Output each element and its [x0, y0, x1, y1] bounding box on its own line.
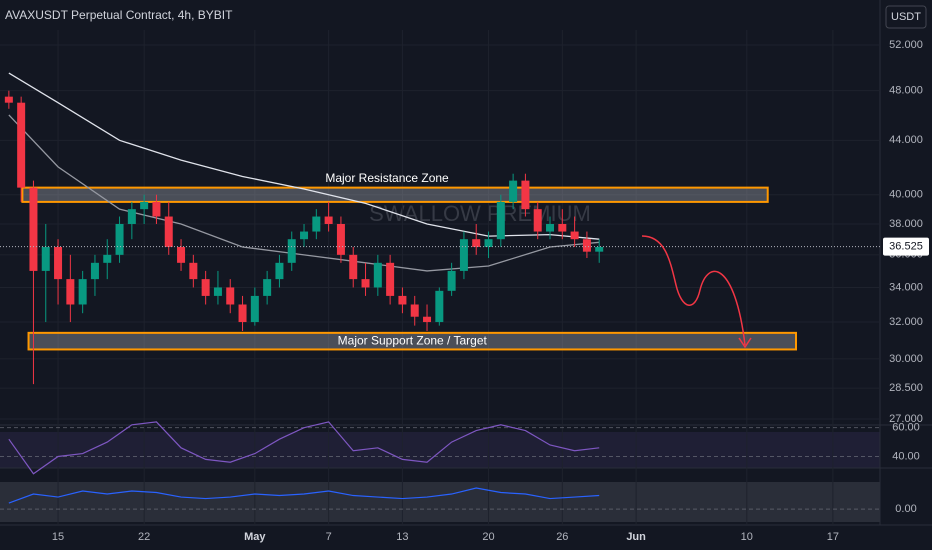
candle-body [533, 209, 542, 232]
candle-body [496, 201, 505, 240]
candle-body [287, 239, 296, 263]
candle-body [349, 254, 358, 280]
x-tick-label: 22 [138, 531, 150, 543]
candle-body [250, 295, 259, 323]
candle-body [435, 290, 444, 323]
candle-body [90, 262, 99, 280]
y-tick-label: 44.000 [889, 134, 923, 146]
chart-title: AVAXUSDT Perpetual Contract, 4h, BYBIT [5, 8, 233, 22]
candle-body [361, 279, 370, 288]
candle-body [29, 187, 38, 271]
candle-body [189, 262, 198, 280]
x-tick-label: 7 [326, 531, 332, 543]
candle-body [398, 295, 407, 305]
x-tick-label: 13 [396, 531, 408, 543]
candle-body [570, 231, 579, 240]
currency-button[interactable] [885, 5, 927, 29]
x-tick-label: 26 [556, 531, 568, 543]
candle-body [213, 287, 222, 296]
y-tick-label: 27.000 [889, 413, 923, 425]
candle-body [459, 239, 468, 271]
moving-average [8, 72, 600, 240]
candle-body [103, 254, 112, 263]
candle-body [41, 246, 50, 271]
osc-band [0, 482, 880, 522]
x-tick-label: 15 [52, 531, 64, 543]
candle-body [54, 246, 63, 280]
candle-body [164, 216, 173, 247]
y-tick-label: 52.000 [889, 39, 923, 51]
candle-body [558, 223, 567, 232]
candle-body [66, 279, 75, 305]
candle-body [509, 180, 518, 202]
candle-body [386, 262, 395, 296]
y-tick-label: 34.000 [889, 281, 923, 293]
projection [641, 235, 746, 346]
candle-body [140, 201, 149, 210]
candle-body [226, 287, 235, 305]
candle-body [324, 216, 333, 224]
x-tick-label: May [244, 531, 266, 543]
candle-body [127, 209, 136, 224]
candle-body [312, 216, 321, 232]
watermark: SWALLOW PREMIUM [369, 201, 591, 226]
candle-body [4, 96, 13, 103]
indicator-line [8, 487, 600, 504]
currency-label[interactable]: USDT [891, 11, 921, 23]
y-tick-label: 28.500 [889, 382, 923, 394]
candle-body [472, 239, 481, 247]
x-tick-label: 17 [827, 531, 839, 543]
indicator-line [8, 421, 600, 475]
plot: Major Resistance Zone Major Support Zone … [0, 30, 880, 525]
rsi-band [0, 432, 880, 468]
candle-body [595, 246, 604, 252]
moving-average [8, 114, 600, 272]
projection-arrow [738, 337, 752, 349]
candle-body [447, 270, 456, 291]
y-tick-label: 38.000 [889, 218, 923, 230]
zone [27, 331, 797, 351]
indicator-tick-label: 0.00 [895, 503, 916, 515]
candle-body [521, 180, 530, 210]
last-price-label: 36.525 [889, 240, 923, 252]
candle-body [275, 262, 284, 280]
y-tick-label: 30.000 [889, 353, 923, 365]
candle-body [152, 201, 161, 217]
candle-body [300, 231, 309, 240]
candle-body [201, 279, 210, 296]
x-tick-label: 20 [482, 531, 494, 543]
zone [21, 186, 769, 203]
candle-body [336, 223, 345, 255]
zone-label: Major Resistance Zone [325, 171, 449, 185]
candle-body [373, 262, 382, 288]
candle-body [546, 223, 555, 232]
zone-label: Major Support Zone / Target [338, 333, 488, 347]
indicator-tick-label: 40.00 [892, 450, 920, 462]
candle-body [423, 316, 432, 323]
candle-body [582, 239, 591, 252]
x-tick-label: Jun [626, 531, 646, 543]
candle-body [238, 304, 247, 323]
candle-body [177, 246, 186, 263]
y-tick-label: 48.000 [889, 85, 923, 97]
y-tick-label: 32.000 [889, 316, 923, 328]
candle-body [17, 102, 26, 188]
last-price-box [883, 237, 929, 256]
x-tick-label: 10 [741, 531, 753, 543]
candle-body [484, 239, 493, 247]
candle-body [115, 223, 124, 255]
indicator-tick-label: 60.00 [892, 422, 920, 434]
candle-body [263, 279, 272, 296]
candle-body [78, 279, 87, 305]
candle-body [410, 304, 419, 317]
y-tick-label: 40.000 [889, 189, 923, 201]
